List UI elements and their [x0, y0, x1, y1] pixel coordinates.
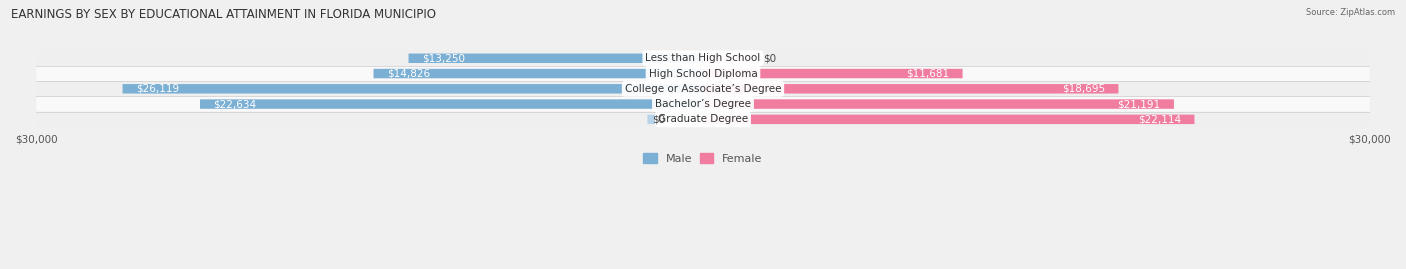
Legend: Male, Female: Male, Female	[638, 148, 768, 168]
Text: EARNINGS BY SEX BY EDUCATIONAL ATTAINMENT IN FLORIDA MUNICIPIO: EARNINGS BY SEX BY EDUCATIONAL ATTAINMEN…	[11, 8, 436, 21]
Text: $0: $0	[652, 114, 665, 124]
Text: Bachelor’s Degree: Bachelor’s Degree	[655, 99, 751, 109]
Text: $22,114: $22,114	[1137, 114, 1181, 124]
Text: High School Diploma: High School Diploma	[648, 69, 758, 79]
FancyBboxPatch shape	[703, 69, 963, 78]
Text: $21,191: $21,191	[1118, 99, 1160, 109]
Text: Graduate Degree: Graduate Degree	[658, 114, 748, 124]
Text: $18,695: $18,695	[1062, 84, 1105, 94]
FancyBboxPatch shape	[37, 112, 1369, 127]
Text: $14,826: $14,826	[387, 69, 430, 79]
FancyBboxPatch shape	[200, 99, 703, 109]
Text: $22,634: $22,634	[214, 99, 256, 109]
Text: $0: $0	[763, 53, 776, 63]
FancyBboxPatch shape	[374, 69, 703, 78]
Text: $13,250: $13,250	[422, 53, 465, 63]
FancyBboxPatch shape	[703, 54, 759, 63]
Text: Less than High School: Less than High School	[645, 53, 761, 63]
FancyBboxPatch shape	[37, 81, 1369, 97]
FancyBboxPatch shape	[37, 66, 1369, 81]
Text: $11,681: $11,681	[905, 69, 949, 79]
FancyBboxPatch shape	[37, 51, 1369, 66]
FancyBboxPatch shape	[409, 54, 703, 63]
FancyBboxPatch shape	[647, 115, 703, 124]
FancyBboxPatch shape	[703, 99, 1174, 109]
FancyBboxPatch shape	[703, 115, 1195, 124]
Text: Source: ZipAtlas.com: Source: ZipAtlas.com	[1306, 8, 1395, 17]
FancyBboxPatch shape	[703, 84, 1118, 94]
FancyBboxPatch shape	[122, 84, 703, 94]
FancyBboxPatch shape	[37, 97, 1369, 112]
Text: College or Associate’s Degree: College or Associate’s Degree	[624, 84, 782, 94]
Text: $26,119: $26,119	[136, 84, 179, 94]
